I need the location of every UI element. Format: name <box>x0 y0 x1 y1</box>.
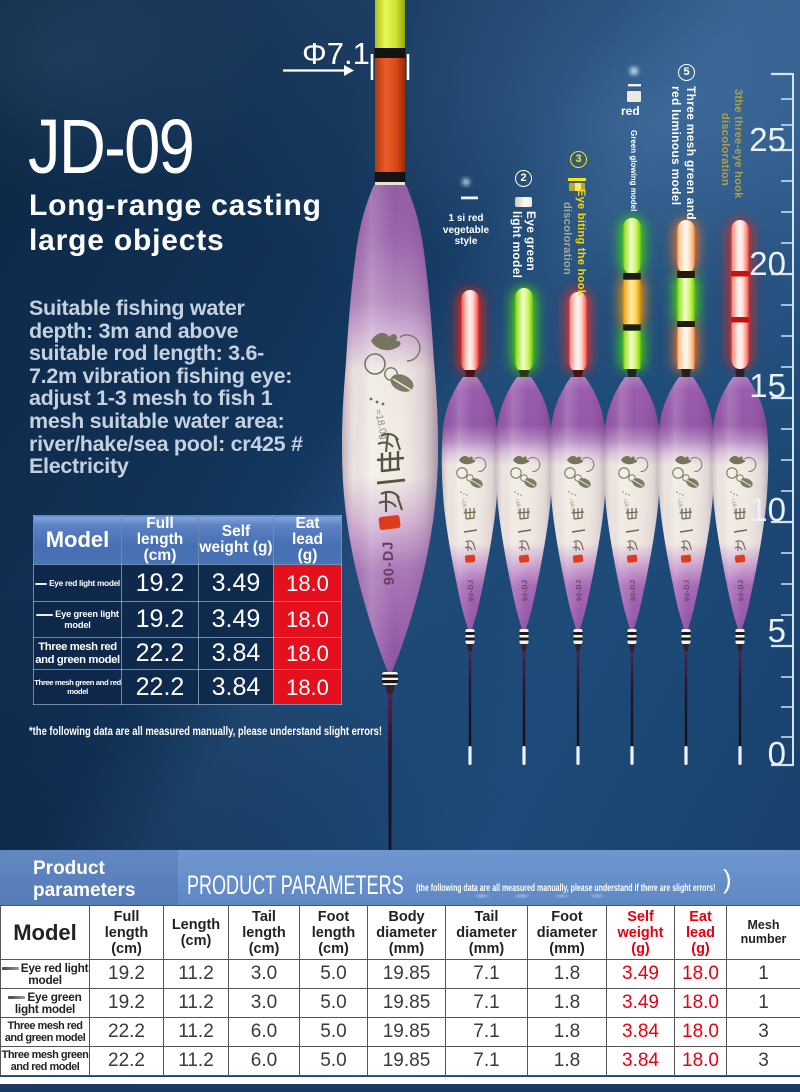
svg-text:90-DJ: 90-DJ <box>380 540 398 585</box>
